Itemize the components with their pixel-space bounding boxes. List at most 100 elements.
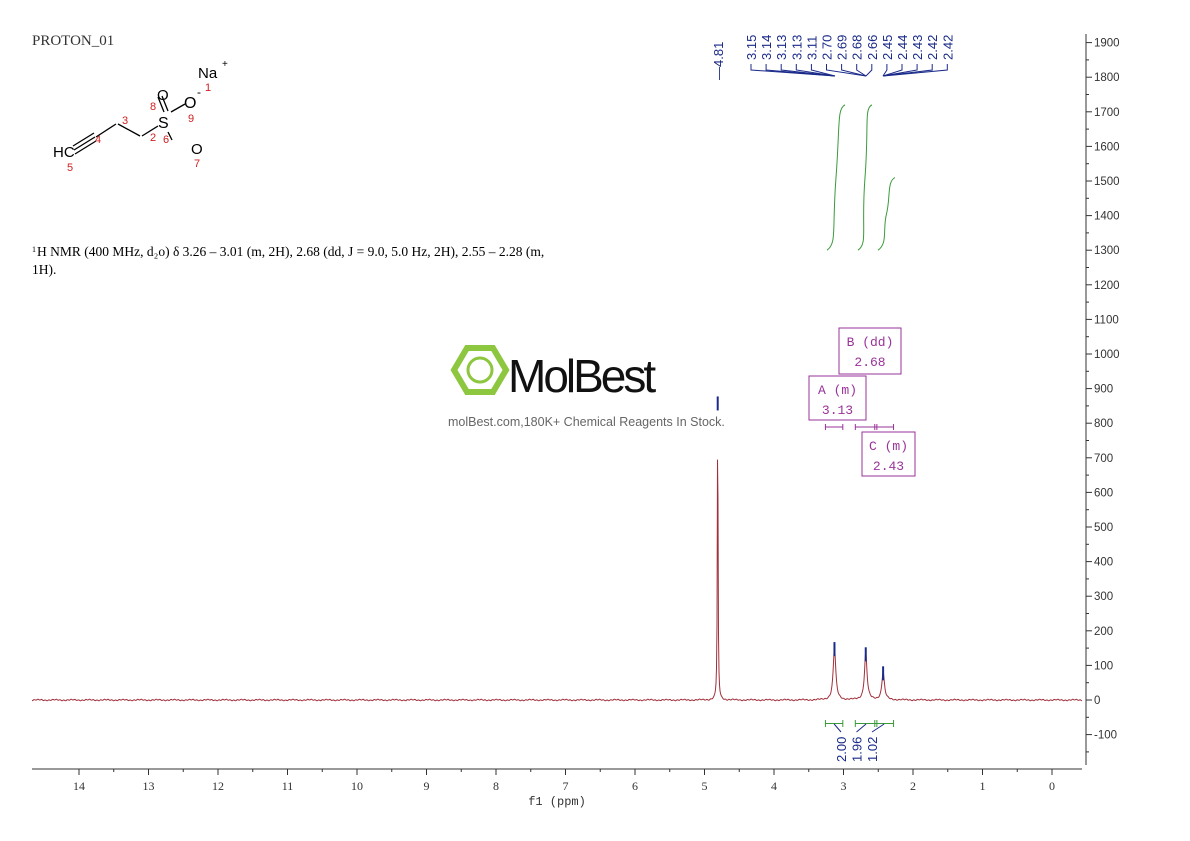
- multiplet-label: B (dd): [847, 335, 894, 350]
- integral-value: 2.00: [834, 737, 849, 762]
- y-tick-label: 500: [1094, 522, 1113, 534]
- x-tick-label: 11: [282, 779, 294, 793]
- svg-text:1: 1: [32, 245, 36, 254]
- peak-label-connector: [780, 64, 836, 77]
- x-tick-label: 10: [351, 779, 363, 793]
- svg-text:5: 5: [67, 162, 73, 174]
- peak-label-connector: [810, 64, 836, 77]
- multiplet-range: [874, 424, 895, 430]
- peak-label: 2.44: [895, 35, 910, 60]
- x-tick-label: 4: [771, 779, 777, 793]
- x-tick-label: 1: [980, 779, 986, 793]
- x-tick-label: 8: [493, 779, 499, 793]
- integral-connector: [856, 723, 867, 733]
- x-tick-label: 6: [632, 779, 638, 793]
- y-tick-label: 300: [1094, 591, 1113, 603]
- integral-curve: [857, 104, 873, 251]
- peak-label: 2.68: [850, 35, 865, 60]
- svg-text:S: S: [158, 115, 169, 132]
- x-tick-label: 0: [1049, 779, 1055, 793]
- nmr-description: 1 H NMR (400 MHz, d₂o) δ 3.26 – 3.01 (m,…: [32, 244, 544, 277]
- peak-label: 3.13: [774, 35, 789, 60]
- y-tick-label: 200: [1094, 626, 1113, 638]
- svg-text:6: 6: [163, 134, 169, 146]
- chemical-structure: HC S O - O O Na + 1 2 3 4 5 6 7 8 9: [53, 59, 228, 174]
- y-tick-label: -100: [1094, 730, 1117, 742]
- peak-label-connector: [841, 64, 867, 77]
- peak-label-connector: [882, 64, 918, 77]
- molbest-logo-icon: [450, 345, 510, 395]
- multiplet-box: [838, 327, 902, 375]
- svg-text:O: O: [157, 87, 169, 104]
- x-tick-label: 7: [563, 779, 569, 793]
- svg-text:O: O: [191, 141, 203, 158]
- y-tick-label: 400: [1094, 557, 1113, 569]
- svg-text:HC: HC: [53, 144, 75, 161]
- svg-text:MolBest: MolBest: [508, 350, 656, 402]
- x-tick-label: 2: [910, 779, 916, 793]
- peak-label-connector: [882, 64, 903, 77]
- multiplet-shift: 3.13: [822, 403, 853, 418]
- peak-label: 2.42: [940, 35, 955, 60]
- y-tick-label: 1000: [1094, 349, 1120, 361]
- y-tick-label: 1400: [1094, 211, 1120, 223]
- peak-label: —4.81: [711, 42, 726, 80]
- integral-range: [824, 720, 844, 727]
- svg-text:Na: Na: [198, 65, 218, 82]
- integral-curve: [877, 177, 896, 251]
- x-tick-label: 3: [841, 779, 847, 793]
- peak-label-connector: [856, 64, 867, 77]
- peak-label-connector: [795, 64, 836, 77]
- multiplet-shift: 2.68: [854, 355, 885, 370]
- multiplet-range: [854, 424, 878, 430]
- peak-label-connector: [882, 64, 888, 77]
- svg-text:-: -: [197, 85, 201, 99]
- y-tick-label: 1700: [1094, 107, 1120, 119]
- integral-connector: [871, 723, 885, 733]
- peak-label: 3.15: [744, 35, 759, 60]
- integral-value: 1.02: [865, 737, 880, 762]
- peak-label-connector: [865, 64, 873, 77]
- svg-text:molBest.com,180K+ Chemical Rea: molBest.com,180K+ Chemical Reagents In S…: [448, 415, 725, 429]
- peak-label: 3.11: [804, 36, 819, 60]
- y-tick-label: 900: [1094, 384, 1113, 396]
- y-tick-label: 1300: [1094, 245, 1120, 257]
- peak-label-connector: [826, 64, 867, 77]
- x-tick-label: 14: [73, 779, 85, 793]
- x-tick-label: 12: [212, 779, 224, 793]
- integral-connector: [833, 723, 842, 733]
- peak-label-connector: [765, 64, 836, 77]
- y-tick-label: 800: [1094, 418, 1113, 430]
- y-tick-label: 1900: [1094, 38, 1120, 50]
- multiplet-label: A (m): [818, 383, 857, 398]
- integral-curve: [826, 104, 846, 251]
- peak-label-connector: [882, 64, 948, 77]
- y-tick-label: 1500: [1094, 176, 1120, 188]
- peak-label: 3.14: [759, 35, 774, 60]
- x-tick-label: 13: [143, 779, 155, 793]
- multiplet-box: [808, 375, 867, 421]
- svg-text:1H).: 1H).: [32, 262, 56, 277]
- x-tick-label: 9: [424, 779, 430, 793]
- y-tick-label: 700: [1094, 453, 1113, 465]
- svg-text:3: 3: [122, 115, 128, 127]
- peak-label: 2.66: [865, 35, 880, 60]
- svg-text:7: 7: [194, 158, 200, 170]
- y-tick-label: 1100: [1094, 314, 1119, 326]
- multiplet-label: C (m): [869, 439, 908, 454]
- y-tick-label: 1200: [1094, 280, 1120, 292]
- integral-range: [874, 720, 895, 727]
- y-tick-label: 1800: [1094, 72, 1120, 84]
- multiplet-range: [824, 424, 844, 430]
- svg-text:O: O: [184, 95, 196, 112]
- multiplet-box: [861, 431, 916, 477]
- x-tick-label: 5: [702, 779, 708, 793]
- peak-label: 2.70: [820, 35, 835, 60]
- svg-text:H NMR (400 MHz, d₂o) δ 3.26 –: H NMR (400 MHz, d₂o) δ 3.26 – 3.01 (m, 2…: [37, 244, 544, 259]
- y-tick-label: 0: [1094, 695, 1100, 707]
- svg-text:8: 8: [150, 101, 156, 113]
- integral-range: [854, 720, 878, 727]
- y-tick-label: 1600: [1094, 141, 1120, 153]
- x-axis-label: f1 (ppm): [528, 795, 586, 809]
- peak-label: 2.45: [880, 35, 895, 60]
